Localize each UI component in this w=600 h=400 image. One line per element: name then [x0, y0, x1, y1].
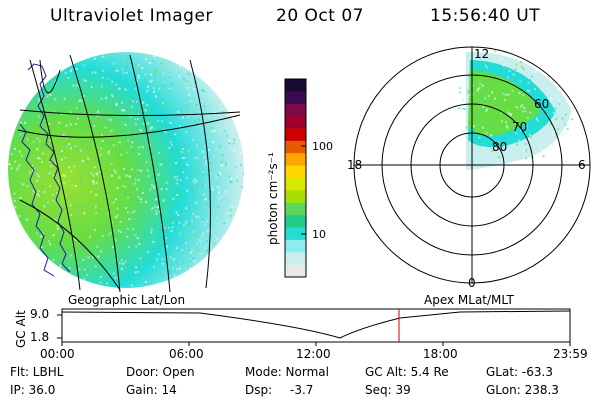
colorbar-band [285, 116, 306, 129]
altitude-curve [61, 310, 571, 339]
colorbar-band [285, 178, 306, 191]
colorbar-band [285, 202, 306, 216]
timeline-ytick-bottom: 1.8 [30, 330, 50, 344]
colorbar-band [285, 140, 306, 154]
colorbar-band [285, 79, 306, 92]
colorbar-tick-10: 10 [312, 228, 326, 241]
status-glat: GLat: -63.3 [486, 365, 553, 379]
polar-panel-title: Apex MLat/MLT [424, 293, 514, 307]
geo-panel-title: Geographic Lat/Lon [68, 293, 186, 307]
colorbar-band [285, 128, 306, 142]
colorbar-band [285, 252, 306, 266]
colorbar-band [285, 190, 306, 204]
colorbar-band [285, 91, 306, 105]
geo-emission-disk [8, 52, 244, 288]
colorbar-band [285, 153, 306, 167]
colorbar-tick-100: 100 [312, 140, 333, 153]
geo-speckle [8, 55, 244, 287]
geo-grid [17, 54, 241, 293]
status-door: Door: Open [126, 365, 195, 379]
status-dsp-label: Dsp: [245, 383, 273, 397]
mlt-label-left: 18 [347, 158, 363, 172]
status-gc-alt: GC Alt: 5.4 Re [365, 365, 449, 379]
colorbar-band [285, 239, 306, 253]
mlt-label-bottom: 0 [468, 276, 476, 290]
date-label: 20 Oct 07 [276, 6, 364, 26]
mlat-label-60: 60 [534, 97, 550, 111]
instrument-title: Ultraviolet Imager [50, 6, 213, 26]
timeline-ylabel: GC Alt [14, 310, 28, 348]
mlat-label-70: 70 [512, 120, 528, 134]
colorbar-band [285, 103, 306, 117]
timeline-xtick-4: 23:59 [553, 347, 588, 361]
coastline [19, 63, 71, 277]
timeline-xtick-3: 18:00 [423, 347, 458, 361]
timeline-xtick-2: 12:00 [296, 347, 331, 361]
colorbar-band [285, 215, 306, 228]
status-gain: Gain: 14 [126, 383, 177, 397]
time-label: 15:56:40 UT [430, 6, 541, 26]
colorbar-band [285, 227, 306, 241]
status-ip: IP: 36.0 [10, 383, 56, 397]
polar-grid [353, 46, 591, 284]
timeline-ytick-top: 9.0 [30, 307, 50, 321]
status-filter: Flt: LBHL [10, 365, 64, 379]
status-seq: Seq: 39 [365, 383, 411, 397]
mlt-label-right: 6 [578, 158, 586, 172]
status-dsp-value: -3.7 [290, 383, 314, 397]
auroral-oval-bright [468, 70, 540, 136]
mlat-label-80: 80 [492, 140, 508, 154]
status-mode: Mode: Normal [245, 365, 329, 379]
colorbar-band [285, 264, 306, 278]
timeline-xtick-1: 06:00 [169, 347, 204, 361]
colorbar-band [285, 165, 306, 179]
status-glon: GLon: 238.3 [486, 383, 559, 397]
mlt-label-top: 12 [474, 47, 490, 61]
timeline-xtick-0: 00:00 [40, 347, 75, 361]
